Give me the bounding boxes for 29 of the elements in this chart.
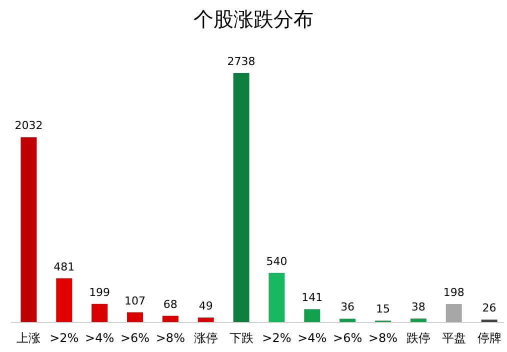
data-label: 107: [124, 294, 146, 308]
data-label: 49: [198, 300, 213, 313]
x-tick-label: >8%: [156, 331, 185, 345]
data-label: 199: [89, 286, 110, 299]
x-tick-label: >4%: [298, 331, 327, 345]
data-label: 2032: [14, 119, 43, 132]
data-label: 540: [266, 254, 288, 268]
x-tick-label: >8%: [368, 331, 398, 345]
data-label: 38: [411, 300, 426, 314]
x-tick-label: >2%: [262, 331, 292, 345]
x-tick-label: >4%: [85, 331, 114, 345]
x-tick-label: 下跌: [229, 331, 254, 345]
data-label: 2738: [227, 55, 256, 68]
data-label: 26: [482, 302, 496, 315]
data-label: 481: [54, 260, 75, 274]
data-label: 15: [376, 302, 390, 316]
x-tick-label: 停牌: [477, 331, 502, 345]
x-tick-label: 涨停: [194, 331, 218, 345]
x-tick-label: >6%: [333, 331, 362, 345]
data-label: 141: [302, 291, 323, 304]
title: 个股涨跌分布: [194, 7, 314, 31]
x-tick-label: 上涨: [16, 331, 41, 345]
x-tick-label: 平盘: [442, 331, 466, 345]
x-tick-label: >2%: [50, 331, 79, 345]
data-label: 198: [443, 286, 464, 299]
data-label: 68: [163, 298, 178, 311]
x-tick-label: 跌停: [406, 331, 430, 345]
data-label: 36: [340, 300, 355, 314]
x-tick-label: >6%: [120, 331, 150, 345]
